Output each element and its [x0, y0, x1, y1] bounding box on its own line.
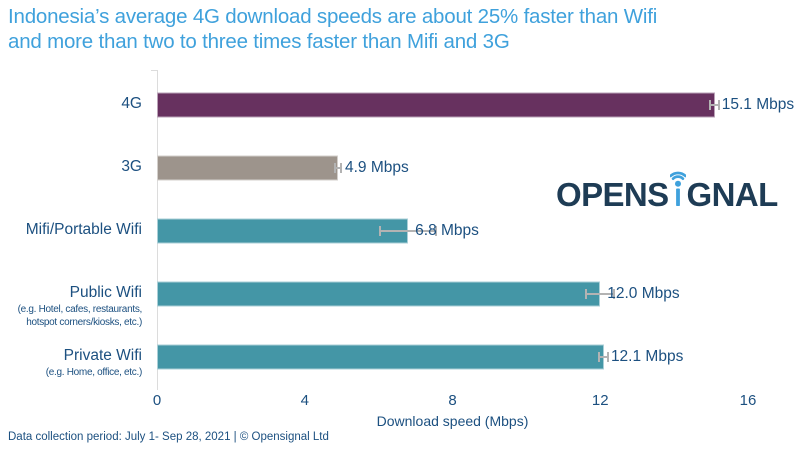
category-sublabel: (e.g. Hotel, cafes, restaurants, — [17, 303, 143, 315]
x-axis-title: Download speed (Mbps) — [376, 413, 529, 429]
chart-title-line2: and more than two to three times faster … — [8, 30, 510, 53]
bar-track: 15.1 Mbps — [157, 73, 800, 136]
category-label: Public Wifi — [69, 283, 142, 301]
category-label-block: Private Wifi (e.g. Home, office, etc.) — [45, 346, 143, 380]
category-label: 4G — [121, 94, 142, 112]
wifi-i-icon — [669, 171, 686, 206]
category-label-block: Mifi/Portable Wifi — [26, 220, 142, 240]
x-tick-label: 0 — [152, 392, 162, 409]
bar — [157, 281, 601, 306]
category-label-cell: Private Wifi (e.g. Home, office, etc.) — [0, 325, 150, 388]
bar-rows: 4G 15.1 Mbps 3G 4.9 Mbps Mifi/Portable Wifi 6… — [0, 73, 800, 388]
y-axis-top-tick — [151, 70, 158, 71]
opensignal-logo: OPENS GNAL — [556, 155, 778, 213]
x-tick-label: 8 — [448, 392, 457, 409]
category-sublabel: (e.g. Home, office, etc.) — [45, 366, 143, 378]
chart-title: Indonesia’s average 4G download speeds a… — [8, 4, 792, 54]
error-whisker — [379, 225, 437, 236]
bar-track: 6.8 Mbps — [157, 199, 800, 262]
bar-track: 12.1 Mbps — [157, 325, 800, 388]
value-label: 6.8 Mbps — [415, 221, 479, 239]
bar — [157, 92, 715, 117]
category-label: Private Wifi — [63, 346, 142, 364]
error-whisker — [598, 351, 610, 362]
bar — [157, 155, 338, 180]
category-label-block: Public Wifi (e.g. Hotel, cafes, restauran… — [17, 283, 143, 330]
category-label: 3G — [121, 157, 142, 175]
category-label-cell: 4G — [0, 73, 150, 136]
value-label: 15.1 Mbps — [721, 95, 795, 113]
bar-track: 4.9 Mbps — [157, 136, 800, 199]
bar-row-3: Public Wifi (e.g. Hotel, cafes, restauran… — [0, 262, 800, 329]
value-label: 4.9 Mbps — [344, 158, 409, 176]
category-label: Mifi/Portable Wifi — [25, 220, 142, 238]
category-label-cell: Mifi/Portable Wifi — [0, 199, 150, 262]
error-whisker — [709, 99, 721, 110]
category-label-block: 4G — [121, 94, 142, 114]
x-tick-label: 16 — [739, 392, 757, 409]
category-label-block: 3G — [121, 157, 142, 177]
value-label: 12.1 Mbps — [610, 347, 684, 365]
x-tick-label: 12 — [591, 392, 609, 409]
bar-row-4: Private Wifi (e.g. Home, office, etc.) 12.… — [0, 325, 800, 388]
x-tick-label: 4 — [300, 392, 309, 409]
chart-title-line1: Indonesia’s average 4G download speeds a… — [8, 5, 658, 28]
bar-row-0: 4G 15.1 Mbps — [0, 73, 800, 136]
value-label: 12.0 Mbps — [607, 284, 680, 302]
bar-row-2: Mifi/Portable Wifi 6.8 Mbps — [0, 199, 800, 262]
data-collection-note: Data collection period: July 1- Sep 28, … — [8, 431, 329, 443]
category-sublabel: hotspot corners/kiosks, etc.) — [26, 317, 142, 328]
logo-text-prefix: OPENS — [556, 176, 669, 213]
error-whisker — [585, 288, 616, 299]
error-whisker — [334, 162, 343, 173]
category-label-cell: Public Wifi (e.g. Hotel, cafes, restauran… — [0, 262, 150, 329]
category-label-cell: 3G — [0, 136, 150, 199]
x-axis-ticks: 0 4 8 12 16 — [153, 392, 757, 412]
bar-track: 12.0 Mbps — [157, 262, 800, 325]
bar — [157, 218, 409, 243]
bar — [157, 344, 604, 369]
bar-row-1: 3G 4.9 Mbps — [0, 136, 800, 199]
logo-text-suffix: GNAL — [686, 176, 779, 213]
